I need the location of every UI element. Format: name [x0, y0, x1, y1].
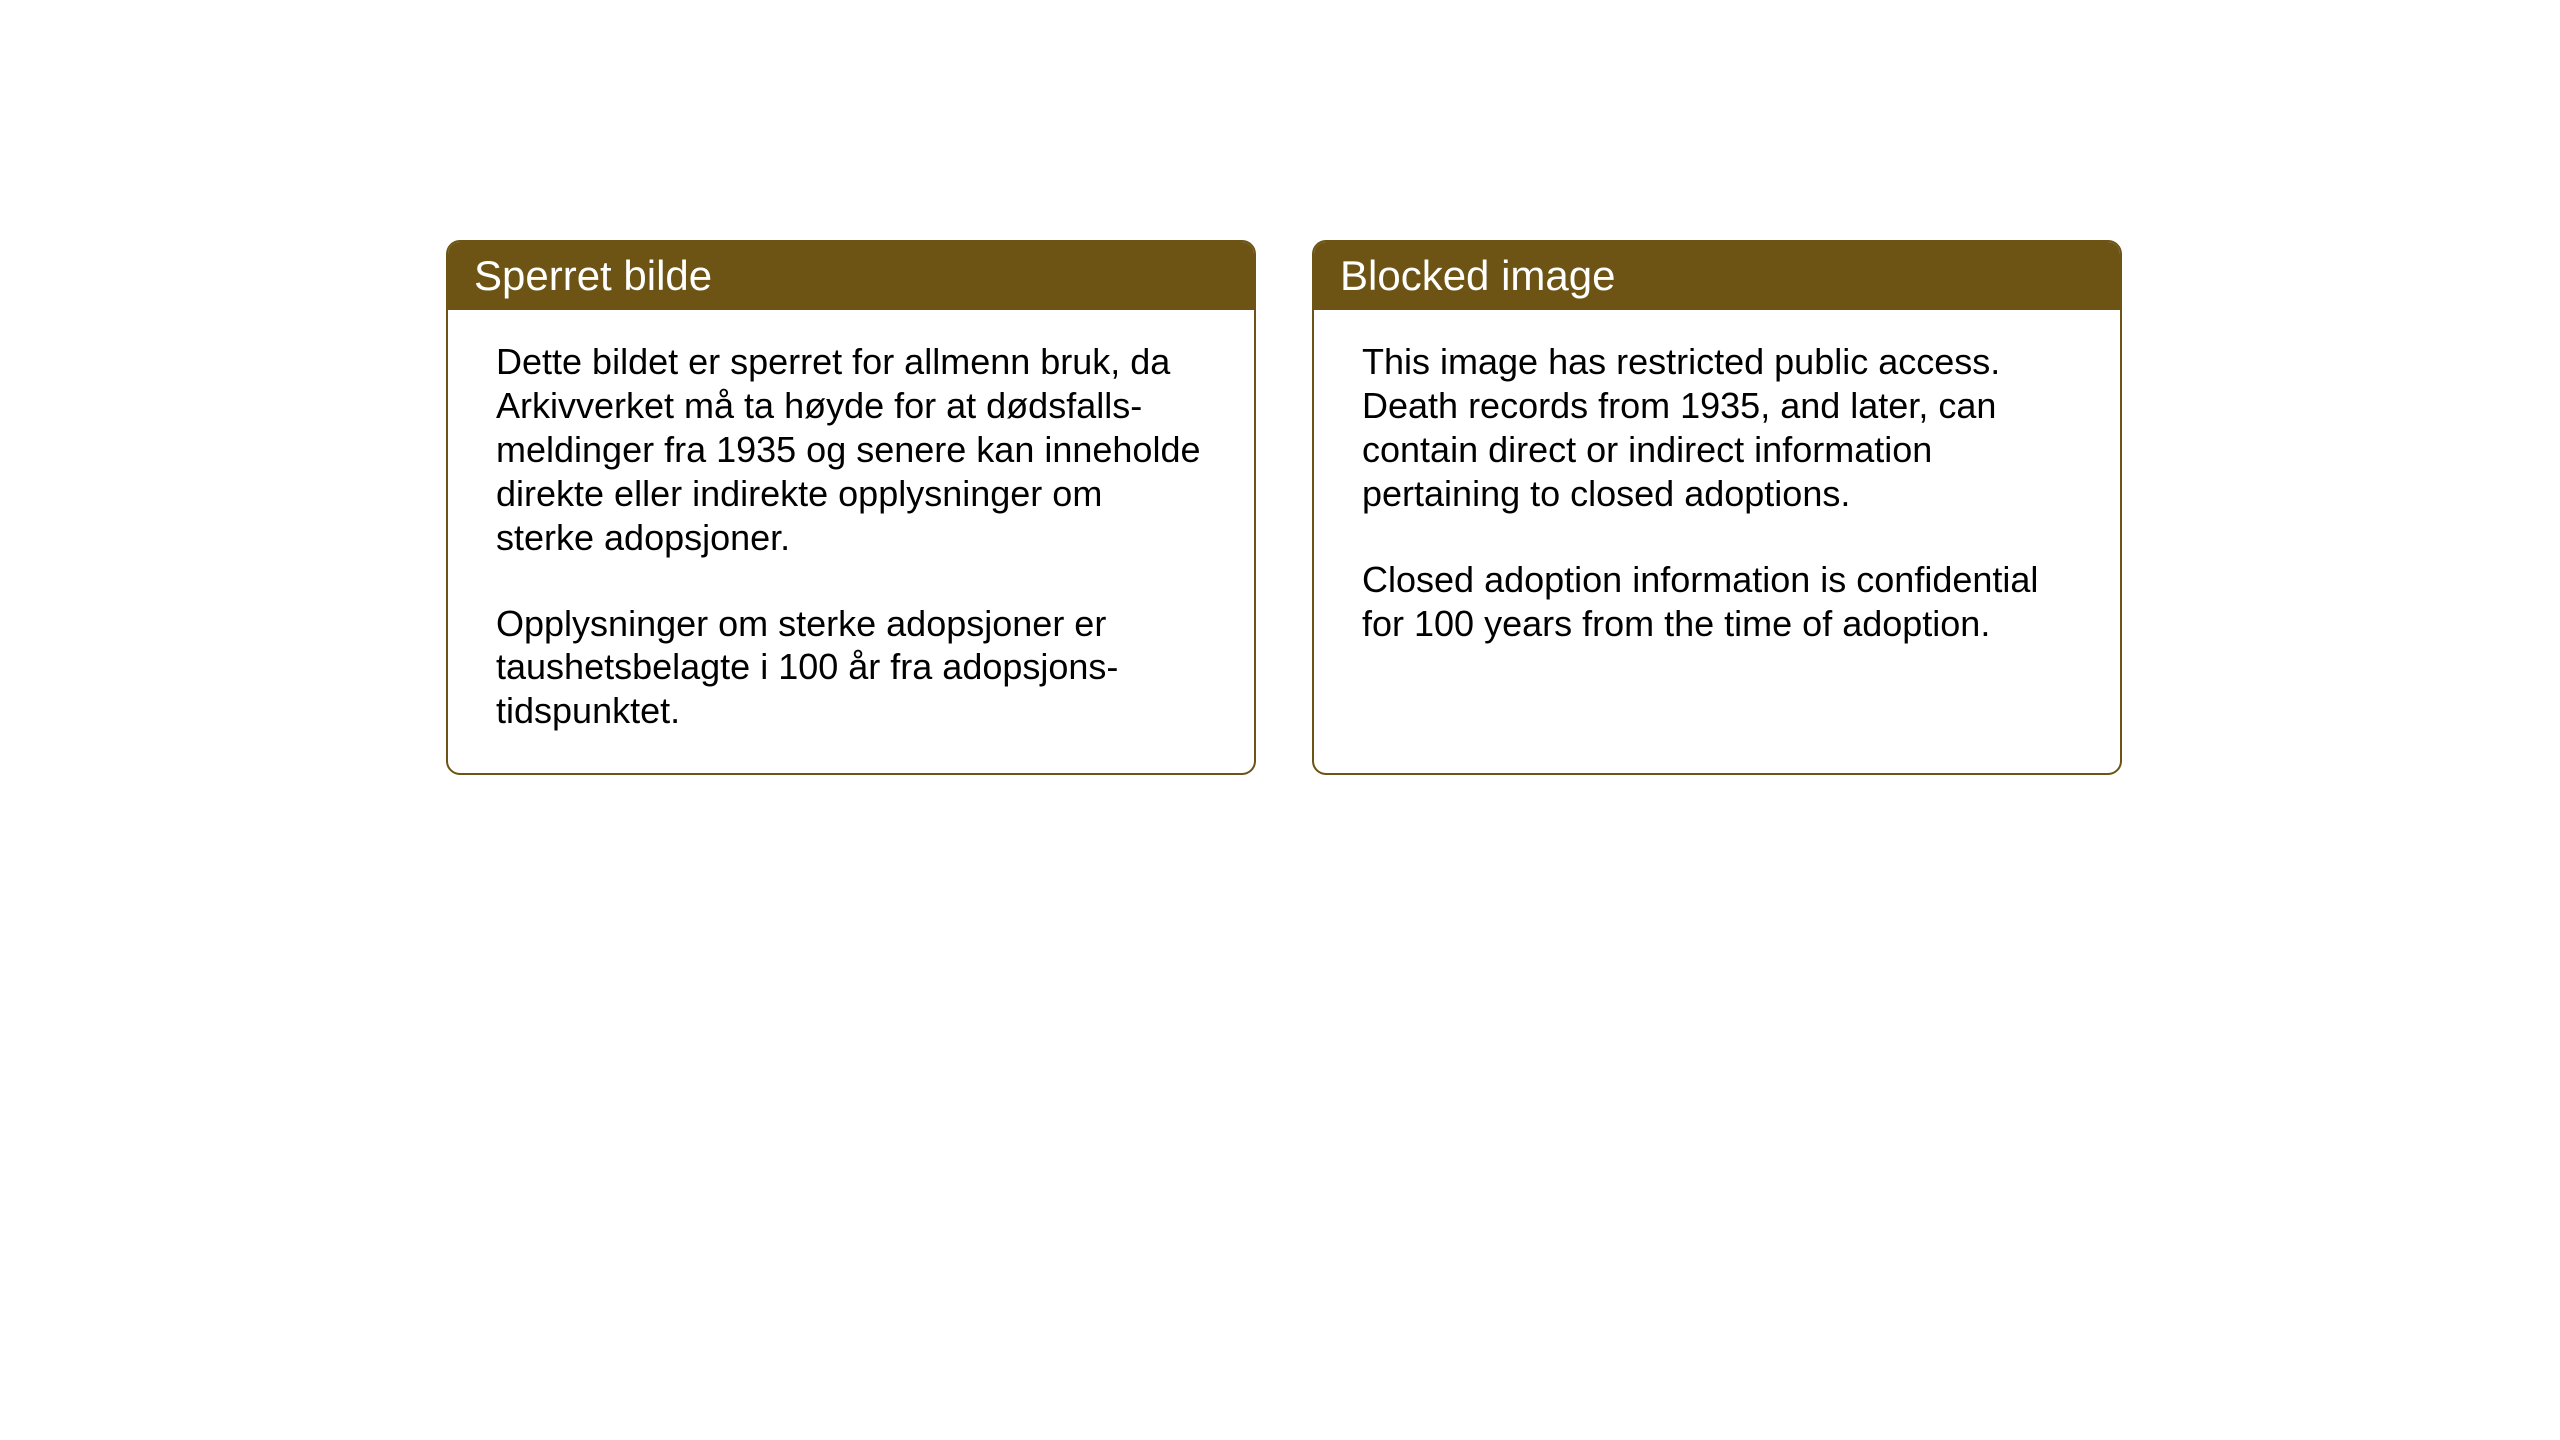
card-paragraph-norwegian-1: Dette bildet er sperret for allmenn bruk…	[496, 340, 1206, 560]
notice-card-english: Blocked image This image has restricted …	[1312, 240, 2122, 775]
notice-card-norwegian: Sperret bilde Dette bildet er sperret fo…	[446, 240, 1256, 775]
card-header-english: Blocked image	[1314, 242, 2120, 310]
card-title-english: Blocked image	[1340, 252, 1615, 299]
card-body-norwegian: Dette bildet er sperret for allmenn bruk…	[448, 310, 1254, 773]
card-title-norwegian: Sperret bilde	[474, 252, 712, 299]
card-body-english: This image has restricted public access.…	[1314, 310, 2120, 750]
card-paragraph-english-2: Closed adoption information is confident…	[1362, 558, 2072, 646]
card-paragraph-norwegian-2: Opplysninger om sterke adopsjoner er tau…	[496, 602, 1206, 734]
notice-container: Sperret bilde Dette bildet er sperret fo…	[446, 240, 2122, 775]
card-paragraph-english-1: This image has restricted public access.…	[1362, 340, 2072, 516]
card-header-norwegian: Sperret bilde	[448, 242, 1254, 310]
